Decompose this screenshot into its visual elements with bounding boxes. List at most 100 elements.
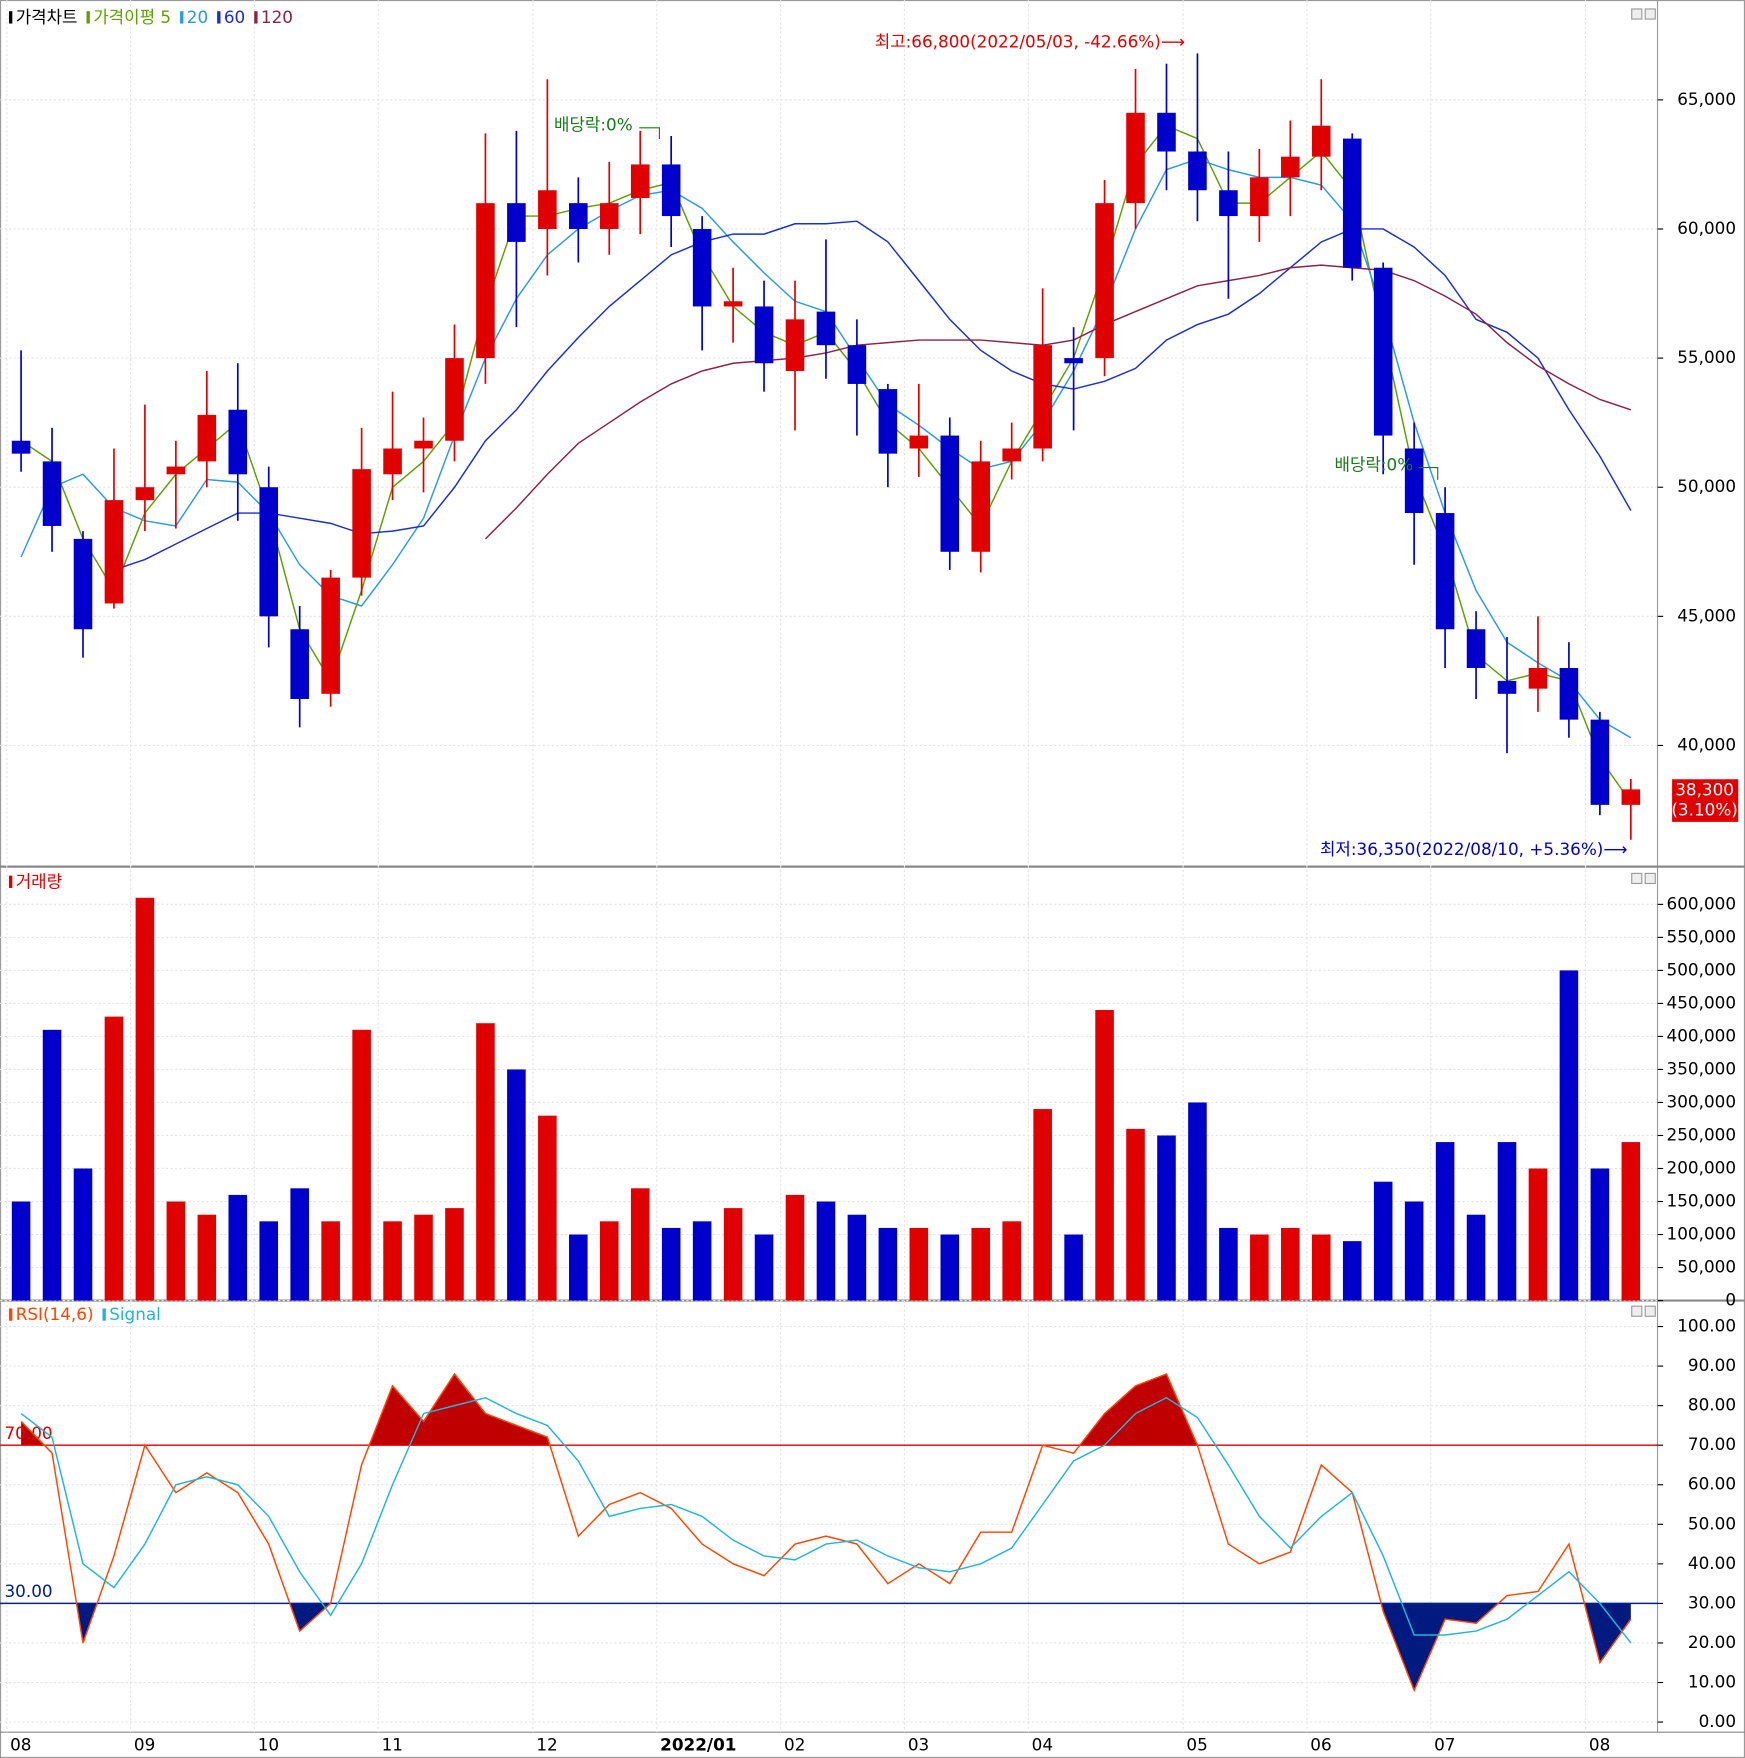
close-button[interactable] [1644, 8, 1656, 20]
volume-bar [1559, 970, 1579, 1301]
volume-bar [383, 1221, 402, 1301]
x-tick-label: 08 [1589, 1735, 1610, 1755]
close-button[interactable] [1644, 872, 1656, 885]
x-tick-label: 09 [134, 1735, 155, 1755]
oversold-area [76, 1603, 1631, 1691]
candle-body [661, 164, 681, 217]
volume-bar [104, 1016, 124, 1301]
annotation: 배당락:0% [554, 115, 633, 135]
y-tick-label: 80.00 [1688, 1395, 1736, 1415]
volume-bar [1342, 1241, 1362, 1301]
volume-bar [42, 1029, 62, 1301]
candle-body [909, 435, 929, 449]
candle-body [1095, 203, 1114, 359]
volume-bar [909, 1227, 929, 1301]
volume-bar [971, 1227, 991, 1301]
level-label: 30.00 [4, 1581, 52, 1601]
volume-bar [1002, 1221, 1021, 1301]
candle-body [1002, 448, 1021, 462]
candle-body [599, 203, 619, 229]
volume-bar [630, 1188, 650, 1301]
candle-body [197, 414, 217, 462]
volume-bar [1033, 1109, 1052, 1301]
y-tick-label: 550,000 [1667, 926, 1736, 946]
volume-bar [445, 1208, 464, 1301]
volume-bar [290, 1188, 309, 1301]
candle-body [1033, 345, 1052, 449]
x-tick-label: 2022/01 [660, 1735, 736, 1755]
y-tick-label: 0.00 [1699, 1711, 1736, 1731]
y-tick-label: 100,000 [1667, 1224, 1736, 1244]
y-tick-label: 200,000 [1667, 1157, 1736, 1177]
y-tick-label: 50,000 [1677, 1257, 1736, 1277]
candle-body [445, 358, 464, 441]
legend-swatch [86, 11, 90, 24]
volume-bar [1188, 1102, 1207, 1301]
legend-swatch [102, 1308, 106, 1321]
volume-bar [847, 1214, 867, 1301]
candle-body [569, 203, 588, 229]
volume-bar [1157, 1135, 1176, 1301]
candle-body [692, 228, 712, 307]
x-tick-label: 12 [536, 1735, 557, 1755]
y-tick-label: 350,000 [1667, 1058, 1736, 1078]
volume-bar [816, 1201, 836, 1301]
candle-body [1373, 267, 1393, 436]
volume-bar [352, 1029, 371, 1301]
volume-bar [259, 1221, 279, 1301]
y-tick-label: 60.00 [1688, 1474, 1736, 1494]
candle-body [723, 301, 743, 307]
min-button[interactable] [1631, 872, 1643, 885]
volume-bar [11, 1201, 31, 1301]
legend-swatch [8, 875, 13, 888]
candle-body [1188, 151, 1207, 191]
volume-bar [1064, 1234, 1083, 1301]
window-buttons[interactable] [1631, 8, 1656, 1317]
volume-bar [538, 1115, 557, 1301]
y-tick-label: 40.00 [1688, 1553, 1736, 1573]
x-tick-label: 07 [1434, 1735, 1455, 1755]
y-tick-label: 30.00 [1688, 1592, 1736, 1612]
annotation: 배당락:0% [1335, 454, 1414, 474]
last-price: 38,300 [1675, 779, 1734, 799]
y-tick-label: 45,000 [1677, 605, 1736, 625]
candle-body [878, 389, 898, 454]
candle-body [1281, 156, 1300, 178]
candle-body [352, 469, 371, 578]
legend-swatch [254, 11, 258, 24]
y-tick-label: 50.00 [1688, 1513, 1736, 1533]
legend-swatch [8, 1308, 13, 1321]
candle-body [1219, 190, 1238, 217]
volume-bar [228, 1194, 248, 1301]
y-tick-label: 55,000 [1677, 347, 1736, 367]
candle-body [228, 409, 248, 475]
min-button[interactable] [1631, 1305, 1643, 1317]
candle-body [1621, 789, 1641, 805]
candle-body [538, 190, 557, 229]
indicator-line [20, 1372, 1632, 1693]
volume-bar [1373, 1181, 1393, 1301]
candle-body [135, 487, 155, 501]
candle-body [940, 435, 960, 552]
y-tick-label: 450,000 [1667, 992, 1736, 1012]
candle-body [321, 577, 340, 694]
legend-label: 60 [224, 7, 245, 27]
legend-label: 가격차트 [16, 7, 78, 27]
candle-body [1497, 680, 1517, 694]
y-tick-label: 300,000 [1667, 1091, 1736, 1111]
volume-bar [661, 1227, 681, 1301]
y-tick-label: 500,000 [1667, 959, 1736, 979]
min-button[interactable] [1631, 8, 1643, 20]
close-button[interactable] [1644, 1305, 1656, 1317]
candle-body [1435, 513, 1455, 630]
y-tick-label: 70.00 [1688, 1434, 1736, 1454]
legend-label: 20 [187, 7, 208, 27]
volume-bar [135, 897, 155, 1301]
moving-average [484, 264, 1632, 540]
candle-body [1311, 125, 1331, 157]
candle-body [971, 461, 991, 552]
legend-label: 가격이평 5 [93, 7, 171, 27]
legend-swatch [8, 11, 13, 24]
